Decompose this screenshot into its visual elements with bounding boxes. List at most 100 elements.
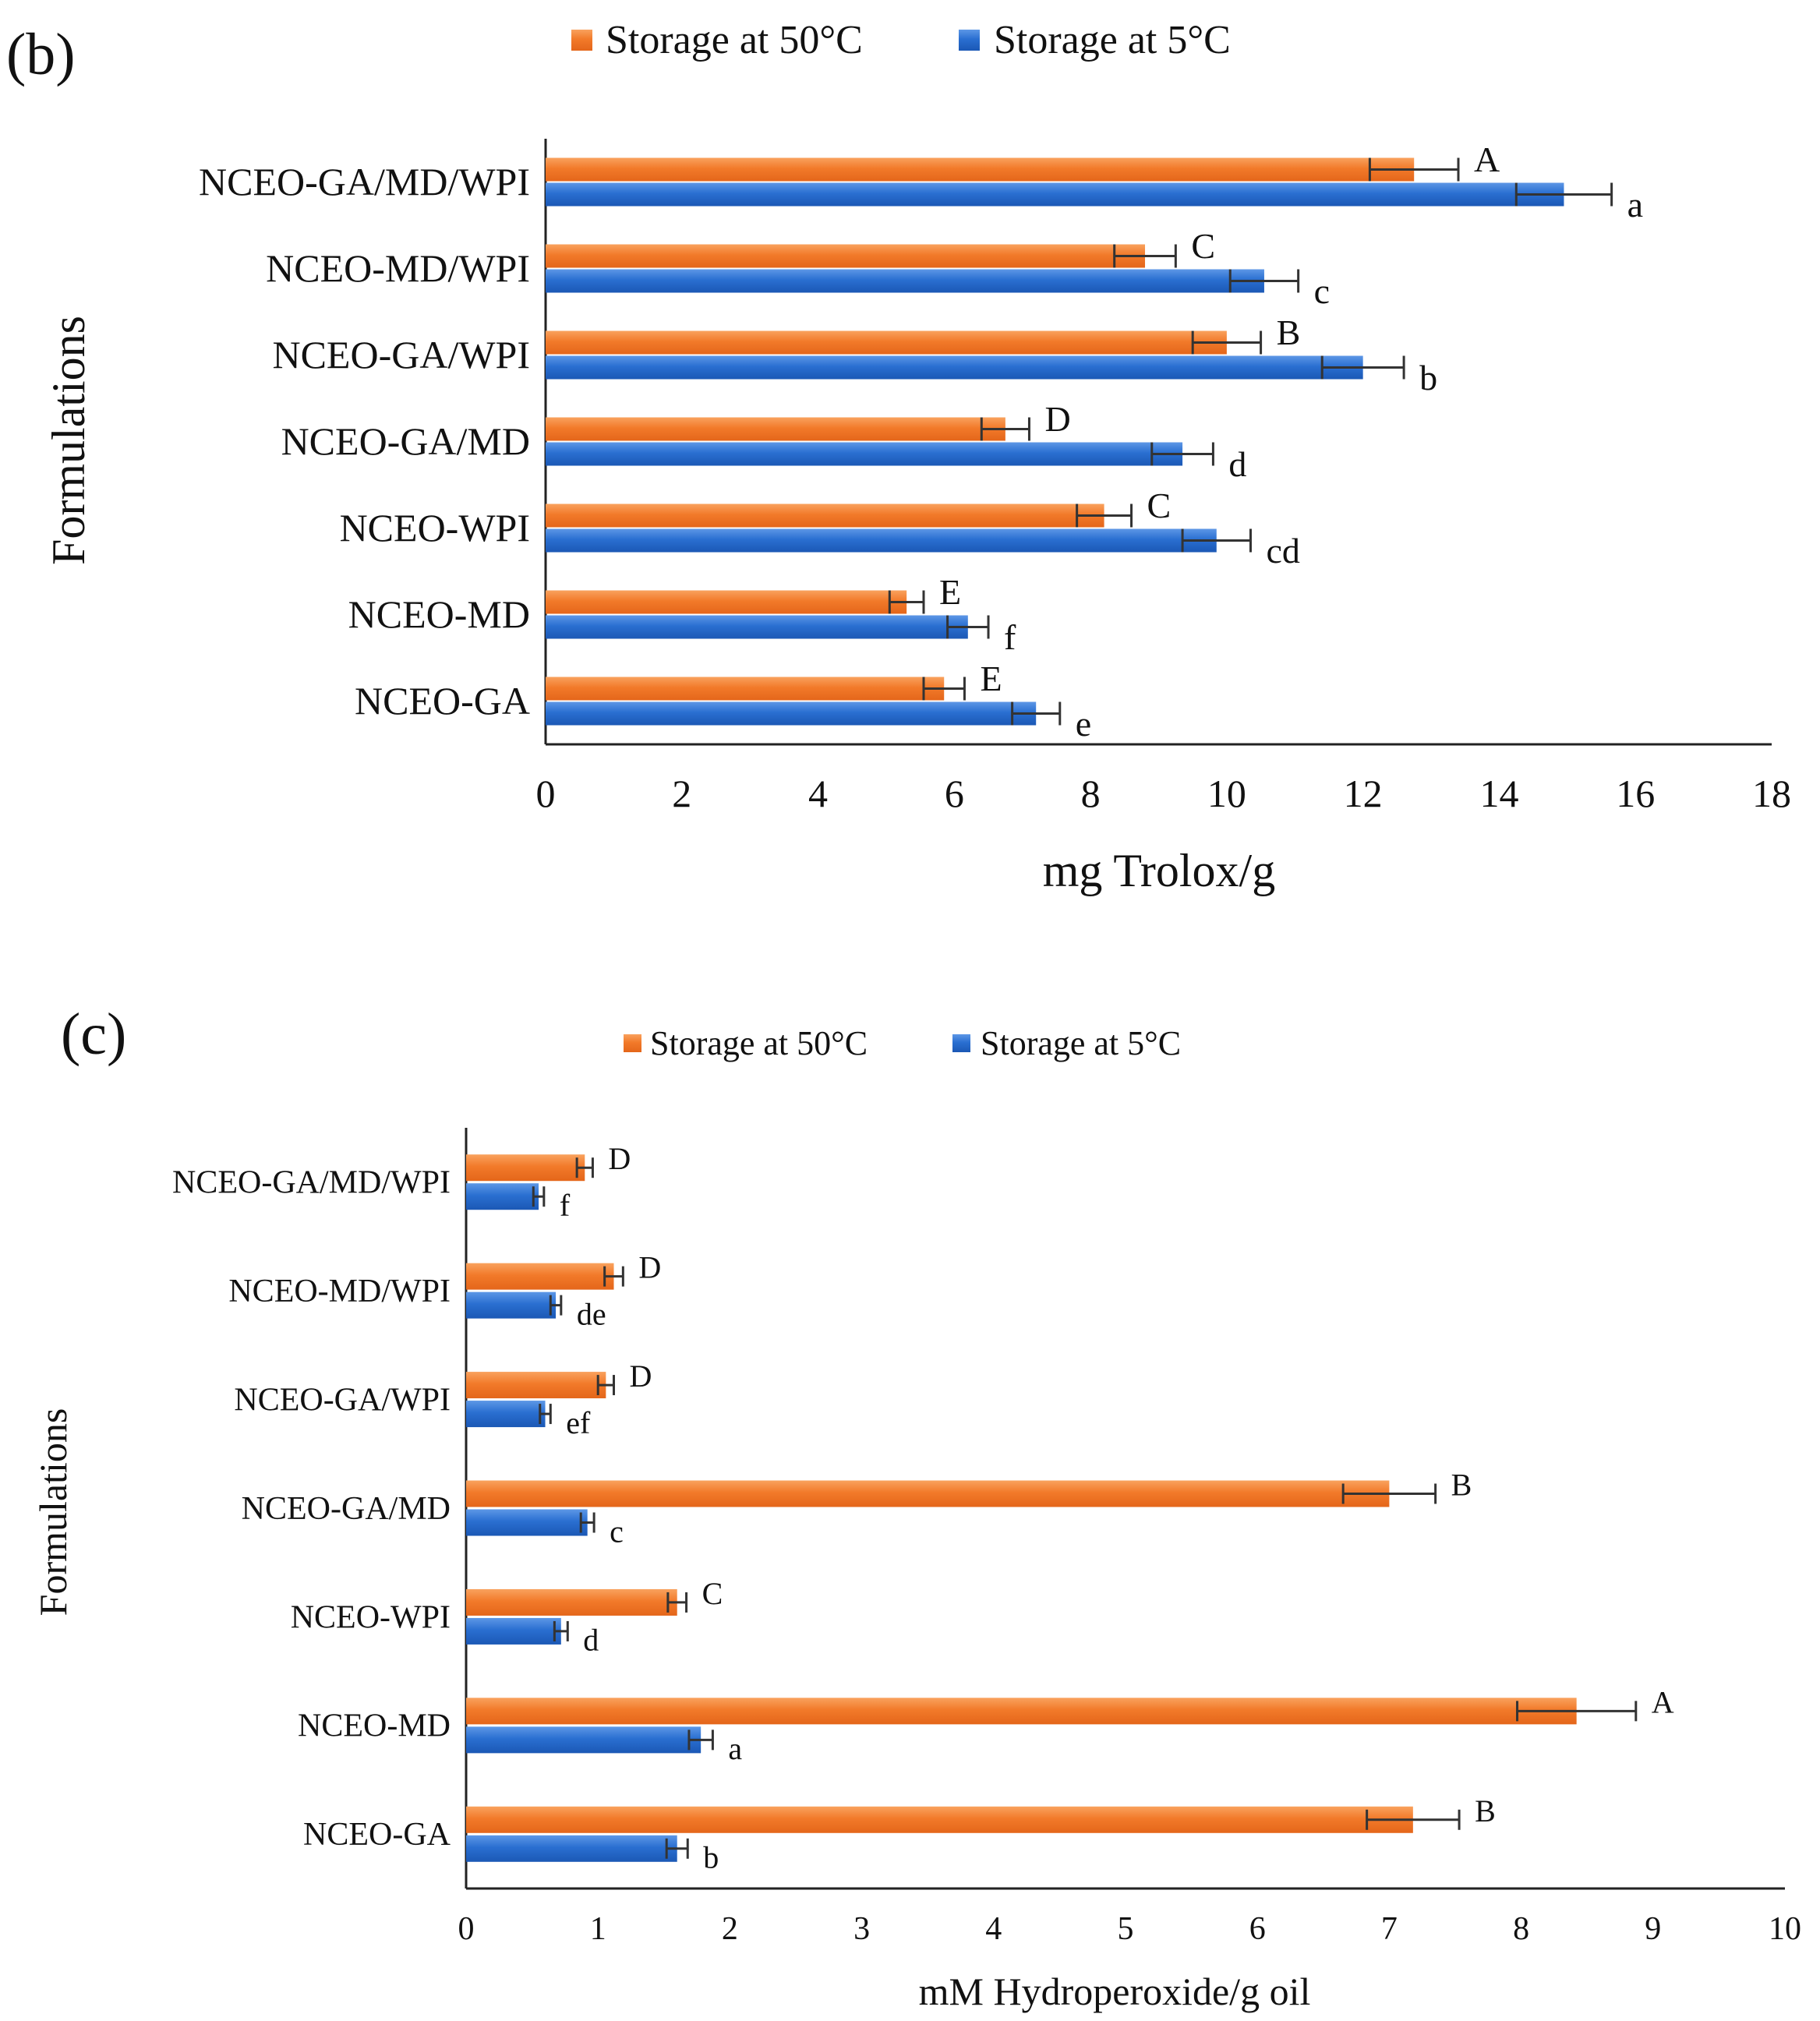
category-label: NCEO-MD (348, 592, 530, 636)
significance-label: c (1314, 271, 1330, 311)
category-label: NCEO-GA/WPI (234, 1382, 451, 1418)
x-tick-label: 7 (1381, 1911, 1398, 1947)
bar (466, 1617, 561, 1645)
error-bar (549, 1295, 563, 1316)
error-bar (553, 1620, 569, 1641)
legend-swatch-5c (959, 30, 980, 51)
error-bar (1368, 157, 1460, 182)
legend-swatch-5c (952, 1034, 970, 1052)
y-axis-title: Formulations (31, 1408, 75, 1616)
bar (466, 1588, 677, 1616)
y-axis-title: Formulations (43, 316, 94, 565)
bar (466, 1835, 677, 1862)
category-label: NCEO-GA (355, 679, 530, 723)
bar (466, 1480, 1390, 1507)
error-bar (1341, 1483, 1437, 1504)
x-tick-label: 0 (536, 772, 556, 815)
error-bar (532, 1186, 546, 1207)
bar (546, 615, 968, 639)
error-bar (603, 1266, 624, 1287)
chart-panel-c: (c) Storage at 50°C Storage at 5°C NCEO-… (31, 1002, 1801, 2013)
panel-label: (b) (6, 22, 76, 87)
x-axis-title: mM Hydroperoxide/g oil (919, 1970, 1311, 2013)
bar (546, 269, 1264, 293)
legend-label-5c: Storage at 5°C (981, 1024, 1181, 1062)
legend-swatch-50c (571, 30, 592, 51)
x-tick-label: 16 (1616, 772, 1655, 815)
bar (546, 244, 1146, 268)
bar (466, 1183, 539, 1210)
legend-label-50c: Storage at 50°C (606, 18, 863, 62)
significance-label: a (728, 1731, 742, 1766)
significance-label: B (1475, 1793, 1496, 1828)
x-tick-label: 2 (722, 1911, 738, 1947)
error-bar (1366, 1809, 1461, 1830)
bar (466, 1263, 614, 1290)
error-bar (1514, 182, 1613, 207)
error-bar (687, 1730, 714, 1751)
category-label: NCEO-GA/WPI (272, 333, 530, 376)
x-tick-label: 9 (1645, 1911, 1661, 1947)
category-label: NCEO-GA/MD (281, 419, 530, 463)
legend: Storage at 50°C Storage at 5°C (571, 18, 1231, 62)
significance-label: D (638, 1250, 661, 1285)
significance-label: D (608, 1141, 631, 1176)
significance-label: b (1419, 358, 1437, 397)
category-label: NCEO-MD (298, 1708, 451, 1744)
significance-label: f (1004, 617, 1016, 657)
legend-swatch-50c (624, 1034, 641, 1052)
significance-label: E (939, 572, 961, 612)
bar (546, 503, 1104, 528)
error-bar (1516, 1701, 1638, 1722)
significance-label: cd (1266, 531, 1299, 571)
x-tick-label: 0 (458, 1911, 475, 1947)
bar (466, 1726, 701, 1754)
bar (466, 1806, 1413, 1833)
significance-label: E (980, 659, 1002, 698)
panel-label: (c) (61, 1002, 126, 1067)
error-bar (1113, 244, 1177, 268)
chart-panel-b: (b) Storage at 50°C Storage at 5°C NCEO-… (6, 18, 1791, 896)
significance-label: C (702, 1576, 723, 1611)
category-label: NCEO-GA/MD (242, 1491, 451, 1527)
category-label: NCEO-MD/WPI (228, 1274, 451, 1309)
x-tick-label: 10 (1207, 772, 1246, 815)
x-tick-label: 18 (1752, 772, 1791, 815)
x-tick-label: 12 (1344, 772, 1383, 815)
significance-label: D (630, 1359, 652, 1394)
bar (546, 528, 1217, 553)
error-bar (888, 590, 925, 614)
error-bar (1150, 442, 1214, 466)
error-bar (1181, 528, 1252, 553)
significance-label: ef (566, 1405, 591, 1440)
error-bar (1076, 503, 1133, 528)
bar (466, 1509, 588, 1536)
category-label: NCEO-GA (303, 1817, 451, 1853)
error-bar (579, 1512, 595, 1533)
significance-label: A (1474, 140, 1500, 179)
category-label: NCEO-WPI (291, 1599, 451, 1635)
bar (466, 1372, 606, 1399)
x-tick-label: 5 (1118, 1911, 1134, 1947)
error-bar (922, 677, 966, 701)
x-tick-label: 3 (853, 1911, 870, 1947)
error-bar (1228, 269, 1300, 293)
significance-label: d (583, 1623, 599, 1658)
significance-label: B (1451, 1468, 1472, 1503)
bar (546, 590, 907, 614)
legend: Storage at 50°C Storage at 5°C (624, 1024, 1181, 1062)
bar (546, 442, 1183, 466)
bar (546, 157, 1415, 182)
bar (546, 677, 945, 701)
x-tick-label: 6 (945, 772, 964, 815)
x-tick-label: 1 (590, 1911, 606, 1947)
category-label: NCEO-GA/MD/WPI (199, 160, 530, 203)
category-label: NCEO-WPI (340, 506, 530, 549)
x-axis-title: mg Trolox/g (1043, 845, 1275, 896)
significance-label: de (577, 1296, 606, 1331)
error-bar (1320, 355, 1405, 380)
error-bar (665, 1838, 689, 1859)
significance-label: A (1652, 1684, 1674, 1719)
error-bar (1011, 701, 1062, 726)
